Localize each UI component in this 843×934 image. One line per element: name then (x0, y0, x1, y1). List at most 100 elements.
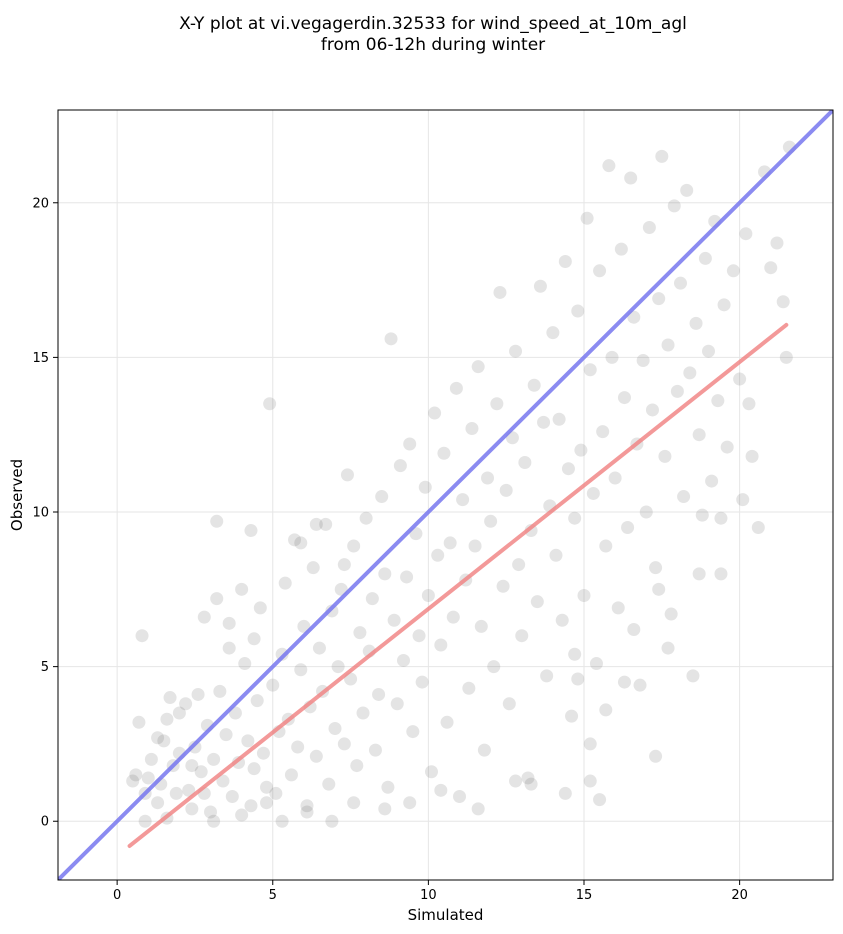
data-point (465, 422, 479, 436)
data-point (172, 706, 186, 720)
y-tick-label: 15 (32, 351, 49, 366)
identity-line (58, 110, 833, 880)
data-point (449, 381, 463, 395)
data-point (266, 678, 280, 692)
data-point (642, 221, 656, 235)
data-point (434, 638, 448, 652)
data-point (384, 332, 398, 346)
data-point (250, 694, 264, 708)
data-point (415, 675, 429, 689)
data-point (652, 582, 666, 596)
data-point (247, 762, 261, 776)
data-point (275, 647, 289, 661)
x-tick-label: 10 (420, 888, 437, 903)
y-tick-label: 0 (41, 815, 49, 830)
data-point (649, 749, 663, 763)
data-point (677, 490, 691, 504)
data-point (565, 709, 579, 723)
data-point (393, 459, 407, 473)
data-point (537, 415, 551, 429)
data-point (462, 681, 476, 695)
data-point (776, 295, 790, 309)
data-point (649, 561, 663, 575)
data-point (356, 706, 370, 720)
data-point (235, 808, 249, 822)
data-point (509, 774, 523, 788)
data-point (210, 592, 224, 606)
data-point (695, 508, 709, 522)
data-point (372, 687, 386, 701)
data-point (502, 697, 516, 711)
data-point (558, 786, 572, 800)
data-point (658, 449, 672, 463)
data-point (471, 360, 485, 374)
data-point (711, 394, 725, 408)
data-point (689, 316, 703, 330)
data-point (300, 805, 314, 819)
data-point (347, 539, 361, 553)
data-point (204, 805, 218, 819)
data-point (263, 397, 277, 411)
reference-lines (58, 110, 833, 880)
data-point (325, 814, 339, 828)
data-point (577, 589, 591, 603)
data-point (260, 796, 274, 810)
data-point (421, 589, 435, 603)
data-point (191, 687, 205, 701)
data-point (680, 183, 694, 197)
x-tick-label: 5 (269, 888, 277, 903)
data-point (446, 610, 460, 624)
chart-subtitle: from 06-12h during winter (320, 35, 546, 55)
data-point (627, 623, 641, 637)
data-point (144, 752, 158, 766)
data-point (381, 780, 395, 794)
data-point (552, 412, 566, 426)
data-point (546, 326, 560, 340)
data-point (210, 514, 224, 528)
data-point (512, 558, 526, 572)
data-point (182, 783, 196, 797)
data-point (322, 777, 336, 791)
data-point (602, 159, 616, 173)
data-point (605, 350, 619, 364)
data-point (440, 715, 454, 729)
data-point (312, 641, 326, 655)
data-point (387, 613, 401, 627)
data-point (359, 511, 373, 525)
data-point (692, 567, 706, 581)
data-point (225, 790, 239, 804)
data-point (568, 647, 582, 661)
data-point (633, 678, 647, 692)
data-point (770, 236, 784, 250)
data-point (428, 406, 442, 420)
data-point (253, 601, 267, 615)
data-point (673, 276, 687, 290)
data-point (294, 663, 308, 677)
data-point (456, 493, 470, 507)
data-point (288, 533, 302, 547)
data-point (278, 576, 292, 590)
data-point (705, 474, 719, 488)
data-point (636, 353, 650, 367)
data-point (614, 242, 628, 256)
y-tick-label: 5 (41, 660, 49, 675)
data-point (188, 740, 202, 754)
data-point (499, 483, 513, 497)
data-point (319, 517, 333, 531)
data-point (347, 796, 361, 810)
data-point (390, 697, 404, 711)
data-point (655, 149, 669, 163)
data-point (207, 752, 221, 766)
data-point (169, 786, 183, 800)
data-point (624, 171, 638, 185)
data-point (309, 517, 323, 531)
data-point (418, 480, 432, 494)
data-point (530, 595, 544, 609)
data-point (126, 774, 140, 788)
regression-line (127, 322, 789, 848)
y-tick-label: 20 (32, 196, 49, 211)
data-point (431, 548, 445, 562)
data-point (219, 728, 233, 742)
data-point (490, 397, 504, 411)
